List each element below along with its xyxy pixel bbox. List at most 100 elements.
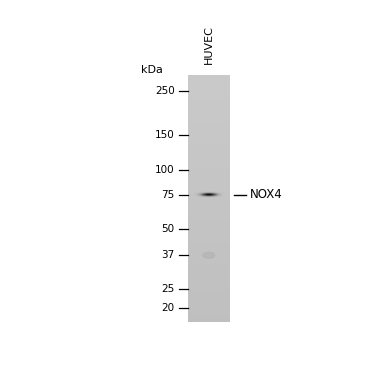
Bar (188, 251, 230, 253)
Bar (188, 100, 230, 102)
Bar (188, 140, 230, 142)
Bar (188, 270, 230, 273)
Bar (188, 102, 230, 105)
Bar (188, 137, 230, 140)
Text: 25: 25 (162, 284, 175, 294)
Bar (188, 228, 230, 231)
Bar (188, 253, 230, 255)
Bar (188, 107, 230, 110)
Bar (188, 315, 230, 317)
Text: 37: 37 (162, 251, 175, 260)
Bar (188, 78, 230, 80)
Bar (188, 117, 230, 120)
Bar (188, 182, 230, 184)
Bar (188, 142, 230, 144)
Bar (188, 130, 230, 132)
Bar (188, 83, 230, 85)
Bar (188, 98, 230, 100)
Bar (188, 243, 230, 246)
Text: 20: 20 (162, 303, 175, 313)
Bar (188, 266, 230, 268)
Text: 100: 100 (155, 165, 175, 175)
Bar (188, 149, 230, 152)
Bar (188, 231, 230, 233)
Text: 250: 250 (155, 86, 175, 96)
Bar (188, 273, 230, 275)
Bar (188, 236, 230, 238)
Bar (188, 199, 230, 201)
Text: kDa: kDa (141, 64, 162, 75)
Bar (188, 177, 230, 179)
Bar (188, 112, 230, 115)
Bar (188, 162, 230, 164)
Bar (188, 127, 230, 130)
Bar (188, 312, 230, 315)
Bar (188, 135, 230, 137)
Bar (188, 317, 230, 320)
Bar (188, 105, 230, 107)
Bar (188, 154, 230, 157)
Bar (188, 90, 230, 93)
Bar (188, 211, 230, 214)
Bar (188, 290, 230, 292)
Bar (188, 125, 230, 127)
Bar (188, 169, 230, 172)
Bar (188, 110, 230, 112)
Bar (188, 144, 230, 147)
Text: 150: 150 (155, 130, 175, 140)
Bar (188, 75, 230, 322)
Bar (188, 248, 230, 250)
Text: HUVEC: HUVEC (204, 25, 214, 64)
Bar (188, 241, 230, 243)
Bar (188, 288, 230, 290)
Text: 75: 75 (162, 189, 175, 200)
Bar (188, 233, 230, 236)
Bar (188, 95, 230, 98)
Bar (188, 221, 230, 224)
Bar (188, 166, 230, 169)
Bar (188, 122, 230, 125)
Bar (188, 179, 230, 182)
Bar (188, 320, 230, 322)
Text: 50: 50 (162, 224, 175, 234)
Bar (188, 85, 230, 88)
Bar (188, 292, 230, 295)
Bar (188, 147, 230, 149)
Text: NOX4: NOX4 (251, 188, 283, 201)
Bar (188, 115, 230, 117)
Bar (188, 196, 230, 199)
Bar (188, 258, 230, 261)
Bar (188, 275, 230, 278)
Bar (188, 219, 230, 221)
Bar (188, 238, 230, 241)
Ellipse shape (203, 252, 214, 258)
Bar (188, 93, 230, 95)
Bar (188, 246, 230, 248)
Bar (188, 261, 230, 263)
Bar (188, 300, 230, 303)
Bar (188, 184, 230, 186)
Bar (188, 157, 230, 159)
Bar (188, 308, 230, 310)
Bar (188, 224, 230, 226)
Bar (188, 159, 230, 162)
Bar (188, 174, 230, 177)
Bar (188, 152, 230, 154)
Bar (188, 191, 230, 194)
Bar (188, 75, 230, 78)
Bar (188, 120, 230, 122)
Bar (188, 295, 230, 297)
Bar (188, 280, 230, 283)
Bar (188, 201, 230, 204)
Bar (188, 310, 230, 312)
Bar (188, 194, 230, 196)
Bar (188, 303, 230, 305)
Bar (188, 214, 230, 216)
Bar (188, 189, 230, 191)
Bar (188, 216, 230, 219)
Bar (188, 226, 230, 228)
Bar (188, 186, 230, 189)
Bar (188, 206, 230, 209)
Bar (188, 285, 230, 288)
Bar (188, 209, 230, 211)
